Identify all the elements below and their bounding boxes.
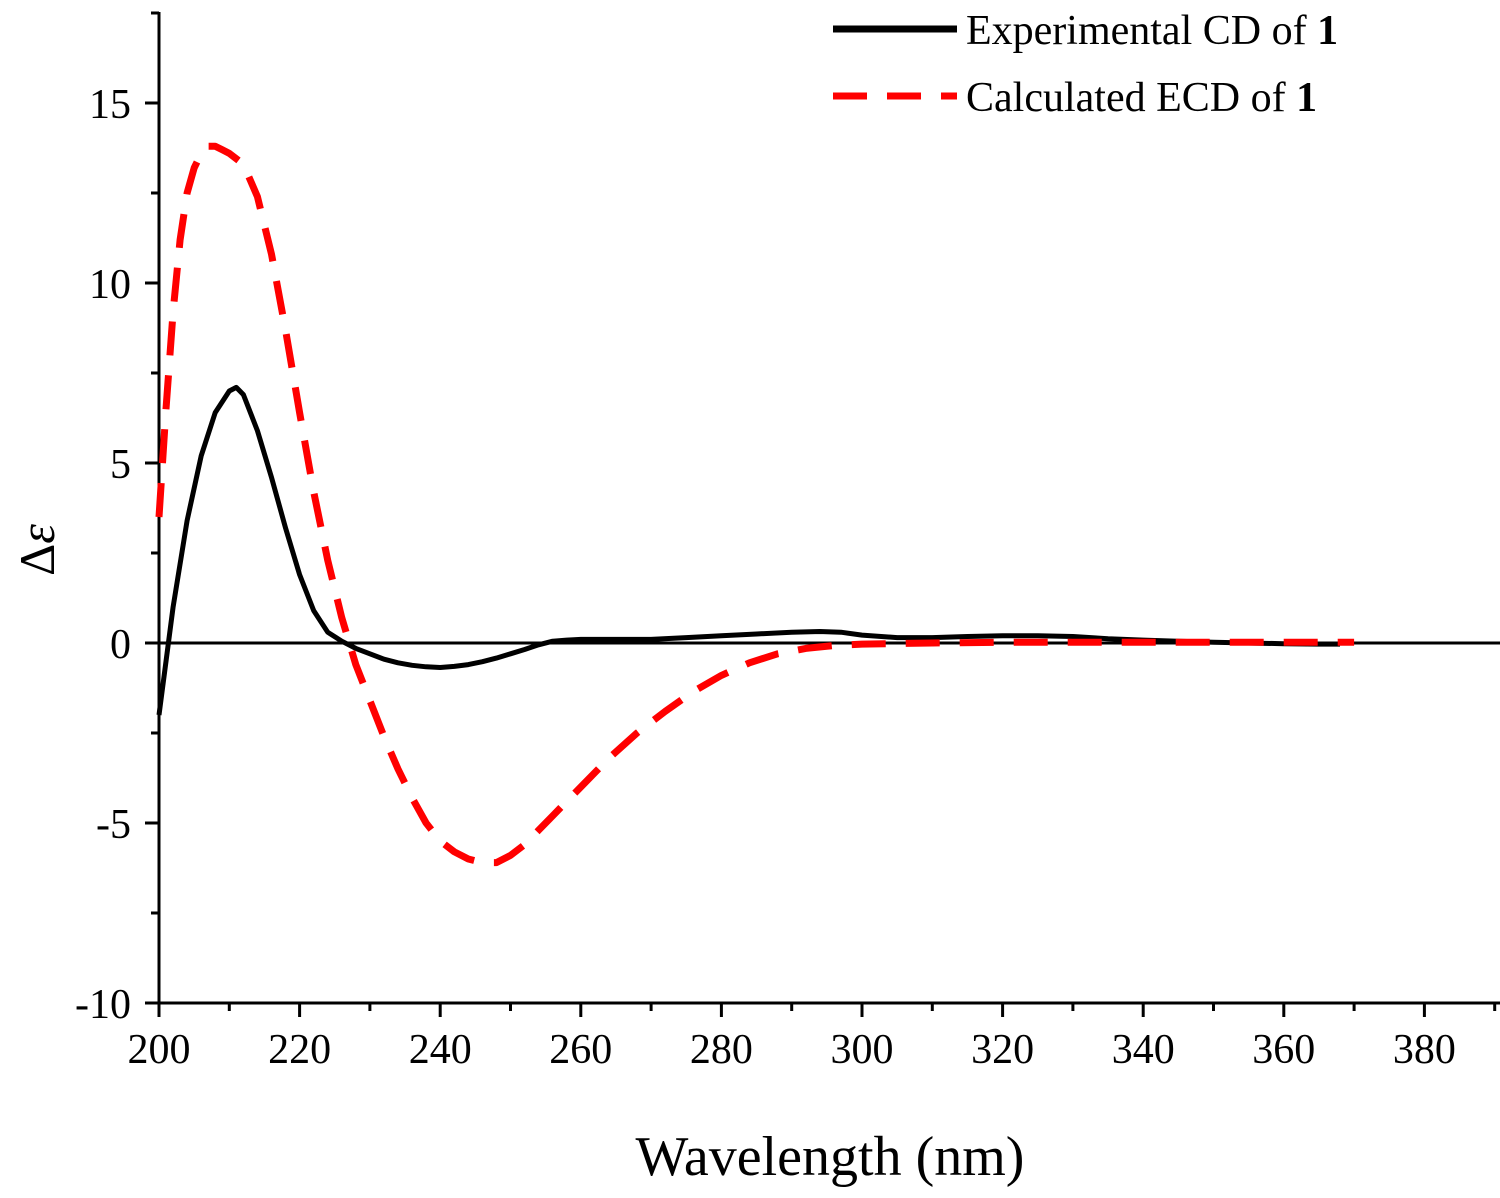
y-axis-title-symbol: Δ xyxy=(9,544,65,576)
y-tick-label: 5 xyxy=(110,442,131,488)
y-tick-label: 10 xyxy=(89,262,131,308)
y-axis-title: Δε xyxy=(9,524,65,576)
y-tick-label: -10 xyxy=(75,982,131,1028)
x-axis-ticks: 200 220 240 260 280 300 320 340 360 380 xyxy=(128,1003,1497,1073)
legend-label-calculated: Calculated ECD of 1 xyxy=(966,75,1317,121)
x-tick-label: 300 xyxy=(831,1027,894,1073)
x-tick-label: 220 xyxy=(268,1027,331,1073)
y-axis-title-variable: ε xyxy=(9,524,65,544)
x-tick-label: 380 xyxy=(1393,1027,1456,1073)
axes xyxy=(157,12,1500,1005)
x-axis-title: Wavelength (nm) xyxy=(636,1126,1025,1188)
legend-label-calculated-compound: 1 xyxy=(1296,75,1317,121)
series-experimental-cd-line xyxy=(156,384,1340,716)
series-calculated-ecd-line xyxy=(155,142,1355,867)
y-tick-label: -5 xyxy=(96,802,131,848)
x-tick-label: 320 xyxy=(971,1027,1034,1073)
y-axis-ticks: -10 -5 0 5 10 15 xyxy=(75,11,159,1028)
x-tick-label: 240 xyxy=(409,1027,472,1073)
y-tick-label: 0 xyxy=(110,622,131,668)
x-tick-label: 360 xyxy=(1252,1027,1315,1073)
legend-label-experimental: Experimental CD of 1 xyxy=(966,8,1338,54)
x-tick-label: 340 xyxy=(1112,1027,1175,1073)
svg-text:Δε: Δε xyxy=(9,524,65,576)
x-tick-label: 280 xyxy=(690,1027,753,1073)
x-tick-label: 200 xyxy=(128,1027,191,1073)
legend-label-experimental-text: Experimental CD of xyxy=(966,8,1317,54)
legend-label-experimental-compound: 1 xyxy=(1317,8,1338,54)
y-tick-label: 15 xyxy=(89,82,131,128)
series-group xyxy=(155,142,1355,867)
legend: Experimental CD of 1 Calculated ECD of 1 xyxy=(833,8,1338,121)
legend-label-calculated-text: Calculated ECD of xyxy=(966,75,1296,121)
x-tick-label: 260 xyxy=(549,1027,612,1073)
